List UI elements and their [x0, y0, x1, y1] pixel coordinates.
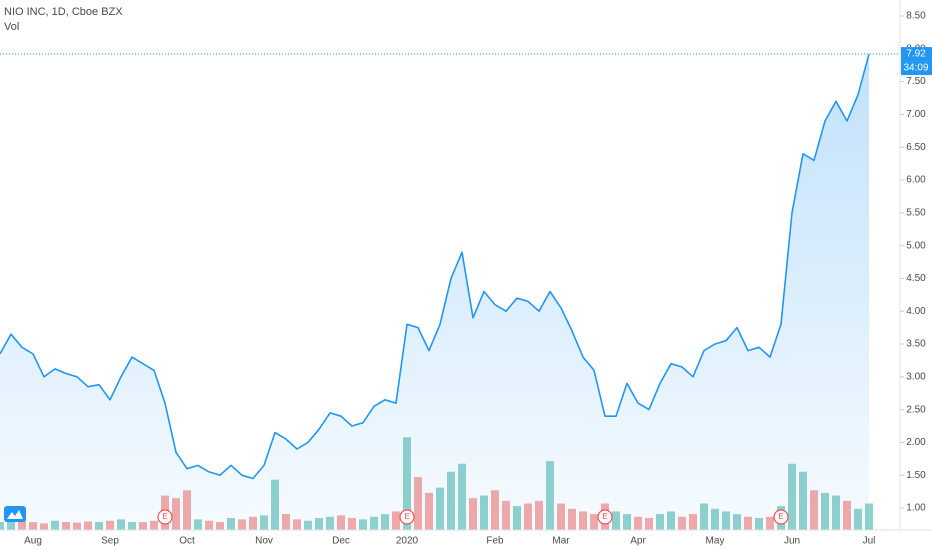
last-price-label: 7.92: [906, 49, 926, 60]
volume-label: Vol: [4, 21, 19, 33]
earnings-marker: [399, 509, 415, 525]
price-line: [0, 53, 870, 480]
x-tick-label: Jun: [784, 536, 800, 547]
x-tick-label: 2020: [396, 536, 419, 547]
x-tick-label: Aug: [24, 536, 42, 547]
x-tick-label: Dec: [332, 536, 350, 547]
plot-layer: [0, 53, 870, 530]
y-tick-label: 4.50: [906, 273, 926, 284]
x-tick-label: Nov: [255, 536, 273, 547]
earnings-label: E: [602, 512, 607, 521]
chart-title: NIO INC, 1D, Cboe BZX: [4, 6, 123, 18]
y-tick-label: 5.00: [906, 240, 926, 251]
x-tick-label: Feb: [486, 536, 504, 547]
y-tick-label: 4.00: [906, 306, 926, 317]
x-tick-label: Mar: [552, 536, 570, 547]
y-tick-label: 7.00: [906, 109, 926, 120]
countdown-badge: [901, 61, 932, 76]
x-tick-label: Jul: [863, 536, 876, 547]
y-tick-label: 5.50: [906, 207, 926, 218]
logo: [4, 506, 26, 522]
x-tick-label: Apr: [630, 536, 646, 547]
last-price-badge: [901, 47, 932, 62]
y-tick-label: 3.50: [906, 339, 926, 350]
y-tick-label: 6.50: [906, 142, 926, 153]
y-tick-label: 6.00: [906, 175, 926, 186]
y-tick-label: 2.50: [906, 404, 926, 415]
price-area: [0, 54, 869, 530]
y-tick-label: 8.50: [906, 11, 926, 22]
earnings-marker: [597, 509, 613, 525]
y-tick-label: 2.00: [906, 437, 926, 448]
y-tick-label: 7.50: [906, 76, 926, 87]
earnings-label: E: [162, 512, 167, 521]
y-tick-label: 1.00: [906, 503, 926, 514]
y-tick-label: 1.50: [906, 470, 926, 481]
earnings-marker: [157, 509, 173, 525]
earnings-marker: [773, 509, 789, 525]
earnings-label: E: [778, 512, 783, 521]
y-tick-label: 3.00: [906, 371, 926, 382]
x-tick-label: Oct: [179, 536, 195, 547]
countdown-label: 34:09: [903, 63, 928, 74]
x-tick-label: Sep: [101, 536, 119, 547]
earnings-label: E: [404, 512, 409, 521]
x-tick-label: May: [706, 536, 725, 547]
